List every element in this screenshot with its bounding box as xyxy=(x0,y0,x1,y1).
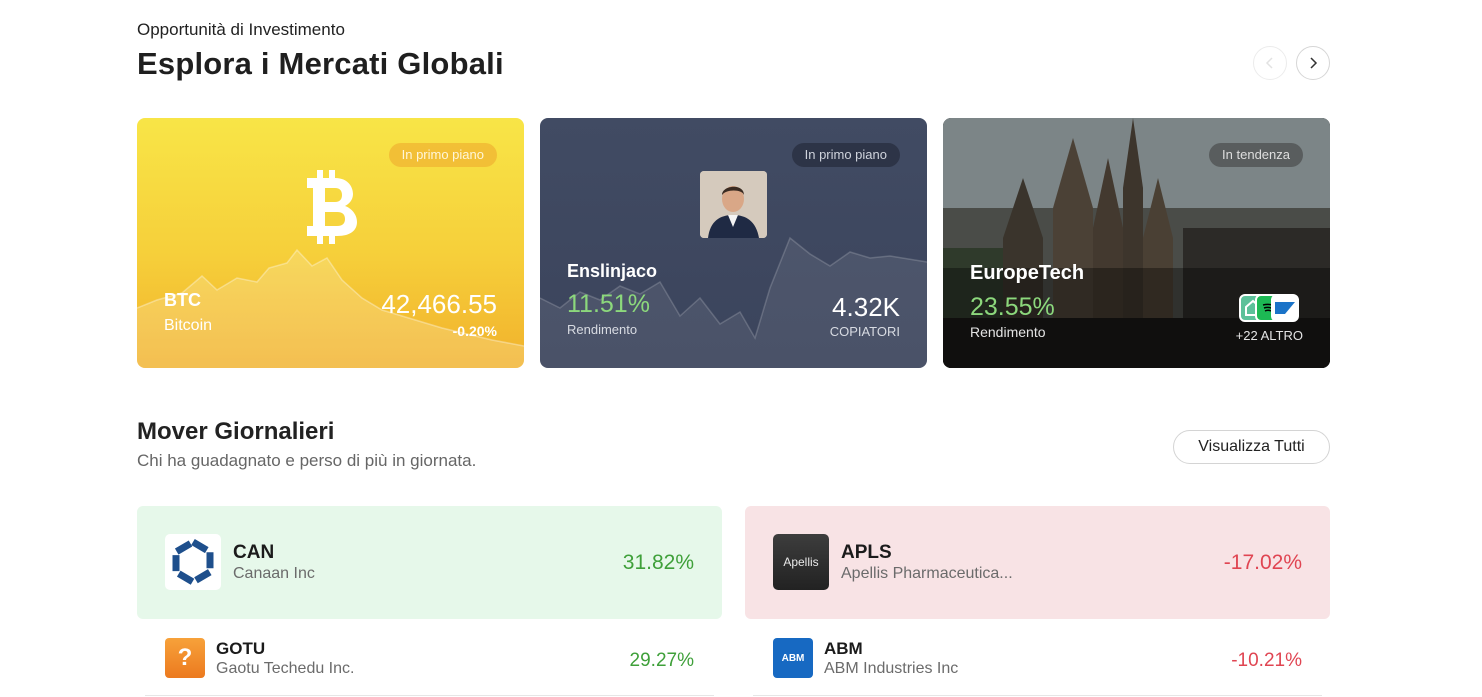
chevron-right-icon xyxy=(1310,57,1318,69)
row-divider xyxy=(145,695,714,696)
btc-card[interactable]: In primo piano BTC Bitcoin 42,466.55 -0.… xyxy=(137,118,524,368)
investor-return: 11.51% xyxy=(567,290,650,318)
btc-change: -0.20% xyxy=(452,323,497,339)
investor-copiers: 4.32K xyxy=(832,292,900,322)
investor-sparkline xyxy=(540,236,927,368)
portfolio-holdings-logos xyxy=(1239,294,1301,324)
featured-badge: In primo piano xyxy=(388,143,497,167)
portfolio-return: 23.55% xyxy=(970,293,1055,321)
top-gainer-card[interactable]: CAN Canaan Inc 31.82% xyxy=(137,506,722,619)
investor-return-label: Rendimento xyxy=(567,322,638,337)
mover-row[interactable]: ? GOTU Gaotu Techedu Inc. 29.27% xyxy=(137,626,722,696)
row-divider xyxy=(753,695,1322,696)
abm-logo-icon: ABM xyxy=(773,638,813,678)
movers-title: Mover Giornalieri xyxy=(137,418,335,445)
mover-ticker: GOTU xyxy=(216,639,266,658)
carousel-next-button[interactable] xyxy=(1296,46,1330,80)
gotu-logo-icon: ? xyxy=(165,638,205,678)
section-subtitle: Opportunità di Investimento xyxy=(137,20,345,39)
featured-badge: In primo piano xyxy=(791,143,900,167)
canaan-logo-icon xyxy=(165,534,221,590)
apellis-logo-icon: Apellis xyxy=(773,534,829,590)
investor-copiers-label: COPIATORI xyxy=(829,324,900,339)
mover-row[interactable]: ABM ABM ABM Industries Inc -10.21% xyxy=(745,626,1330,696)
btc-sparkline xyxy=(137,248,524,368)
mover-change: -17.02% xyxy=(1223,551,1302,574)
view-all-button[interactable]: Visualizza Tutti xyxy=(1173,430,1330,464)
mover-ticker: ABM xyxy=(824,639,863,658)
mover-company-name: Canaan Inc xyxy=(233,565,315,582)
movers-subtitle: Chi ha guadagnato e perso di più in gior… xyxy=(137,451,477,470)
mover-ticker: CAN xyxy=(233,542,275,563)
portfolio-return-label: Rendimento xyxy=(970,324,1046,340)
portfolio-name: EuropeTech xyxy=(970,262,1085,284)
carousel-prev-button[interactable] xyxy=(1253,46,1287,80)
mover-company-name: Gaotu Techedu Inc. xyxy=(216,660,355,677)
chevron-left-icon xyxy=(1265,57,1273,69)
abm-logo-text: ABM xyxy=(781,652,805,664)
page-title: Esplora i Mercati Globali xyxy=(137,46,504,81)
mover-change: -10.21% xyxy=(1231,650,1302,671)
mover-company-name: Apellis Pharmaceutica... xyxy=(841,565,1013,582)
trending-badge: In tendenza xyxy=(1209,143,1303,167)
investor-name: Enslinjaco xyxy=(567,261,658,281)
apellis-logo-text: Apellis xyxy=(783,555,819,569)
top-loser-card[interactable]: Apellis APLS Apellis Pharmaceutica... -1… xyxy=(745,506,1330,619)
mover-ticker: APLS xyxy=(841,542,892,563)
btc-ticker: BTC xyxy=(164,290,201,310)
smart-portfolio-card[interactable]: In tendenza EuropeTech 23.55% Rendimento… xyxy=(943,118,1330,368)
bitcoin-icon xyxy=(307,170,357,244)
btc-price: 42,466.55 xyxy=(381,289,497,319)
mover-change: 31.82% xyxy=(622,551,694,574)
btc-name: Bitcoin xyxy=(164,317,213,334)
portfolio-more-count: +22 ALTRO xyxy=(1235,328,1303,343)
mover-company-name: ABM Industries Inc xyxy=(824,660,959,677)
popular-investor-card[interactable]: In primo piano Enslinjaco 11.51% Rendime… xyxy=(540,118,927,368)
mover-change: 29.27% xyxy=(629,650,694,671)
avatar xyxy=(700,171,767,238)
sap-logo-icon xyxy=(1271,294,1299,322)
